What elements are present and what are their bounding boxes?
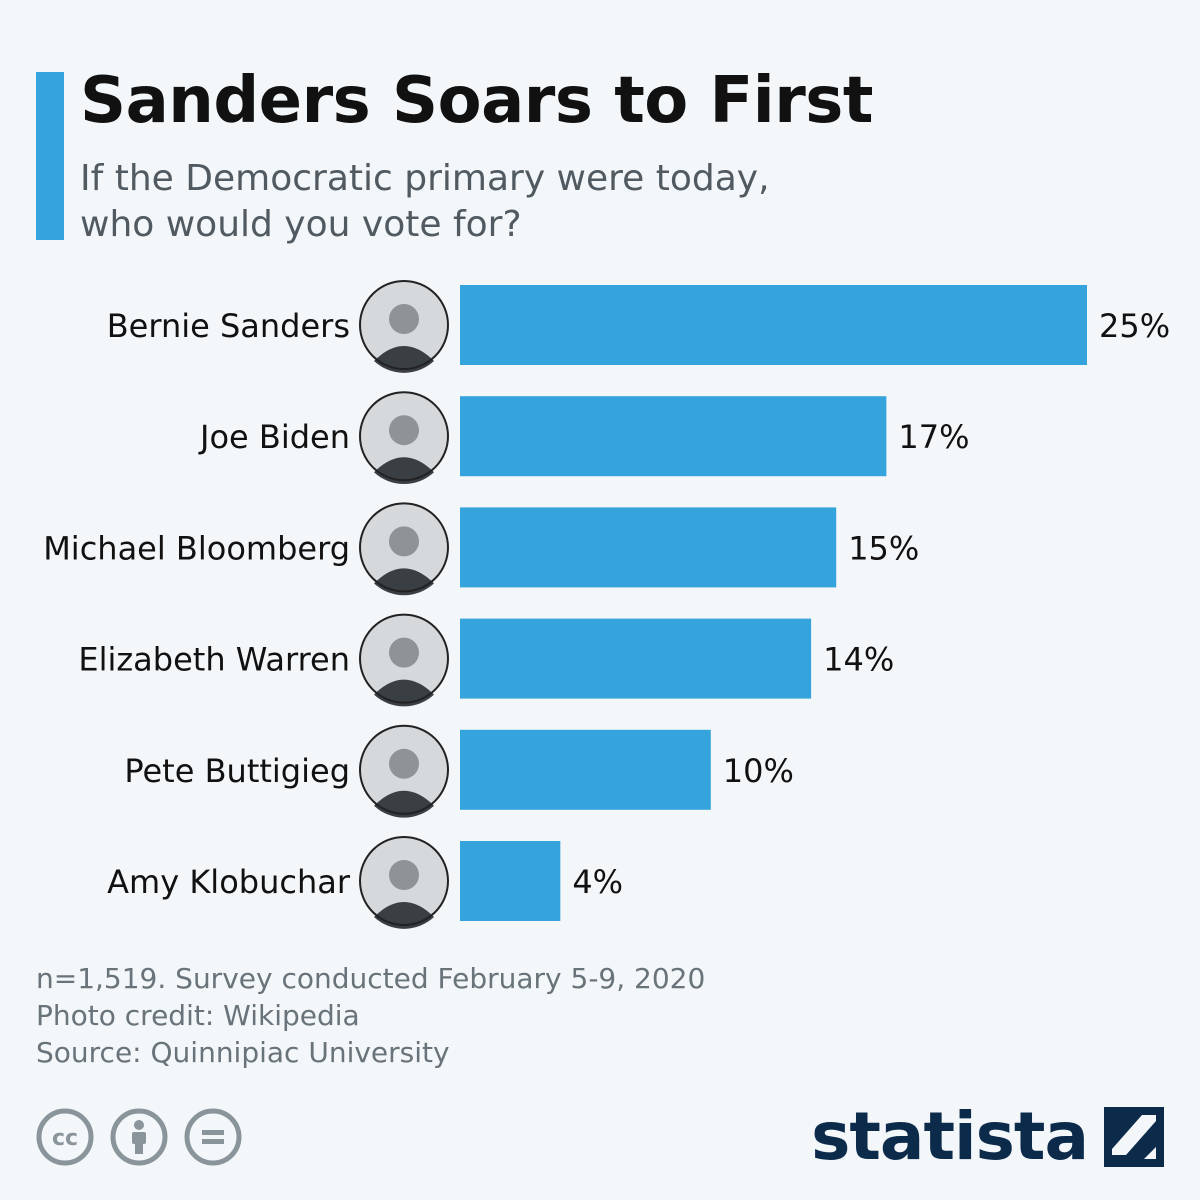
- value-label: 10%: [723, 752, 794, 790]
- title-accent-bar: [36, 72, 64, 240]
- no-derivatives-icon[interactable]: [184, 1108, 242, 1166]
- creative-commons-icon[interactable]: cc: [36, 1108, 94, 1166]
- bar: [460, 396, 887, 477]
- value-label: 17%: [898, 418, 969, 456]
- value-label: 14%: [823, 641, 894, 679]
- bar-chart: Bernie Sanders 25% Joe Biden 17% Michael Blo…: [43, 280, 1170, 929]
- category-label: Amy Klobuchar: [107, 863, 351, 901]
- bar: [460, 285, 1087, 365]
- category-label: Pete Buttigieg: [124, 752, 350, 790]
- category-label: Michael Bloomberg: [43, 529, 350, 567]
- bar: [460, 507, 837, 588]
- portrait-photo-icon: [359, 836, 449, 929]
- sample-note: n=1,519. Survey conducted February 5-9, …: [36, 962, 706, 995]
- svg-text:cc: cc: [52, 1126, 78, 1151]
- source-note: Source: Quinnipiac University: [36, 1036, 450, 1069]
- category-label: Elizabeth Warren: [78, 641, 350, 679]
- portrait-photo-icon: [359, 502, 449, 596]
- bar: [460, 729, 711, 810]
- category-label: Bernie Sanders: [107, 307, 350, 345]
- brand-name: statista: [811, 1098, 1089, 1175]
- portrait-photo-icon: [359, 391, 449, 485]
- portrait-photo-icon: [359, 613, 449, 707]
- statista-mark-icon: [1104, 1106, 1164, 1167]
- bar: [460, 841, 561, 921]
- value-label: 15%: [848, 529, 919, 567]
- bar: [460, 618, 812, 699]
- portrait-photo-icon: [359, 280, 449, 373]
- category-label: Joe Biden: [198, 418, 350, 456]
- value-label: 25%: [1099, 307, 1170, 345]
- value-label: 4%: [572, 863, 623, 901]
- chart-title: Sanders Soars to First: [80, 64, 873, 138]
- license-icons: cc: [36, 1108, 242, 1166]
- attribution-icon[interactable]: [110, 1108, 168, 1166]
- portrait-photo-icon: [359, 724, 449, 818]
- footer-notes: n=1,519. Survey conducted February 5-9, …: [36, 960, 705, 1071]
- photo-credit: Photo credit: Wikipedia: [36, 999, 360, 1032]
- statista-logo[interactable]: statista: [811, 1098, 1164, 1175]
- chart-subtitle: If the Democratic primary were today, wh…: [80, 158, 770, 245]
